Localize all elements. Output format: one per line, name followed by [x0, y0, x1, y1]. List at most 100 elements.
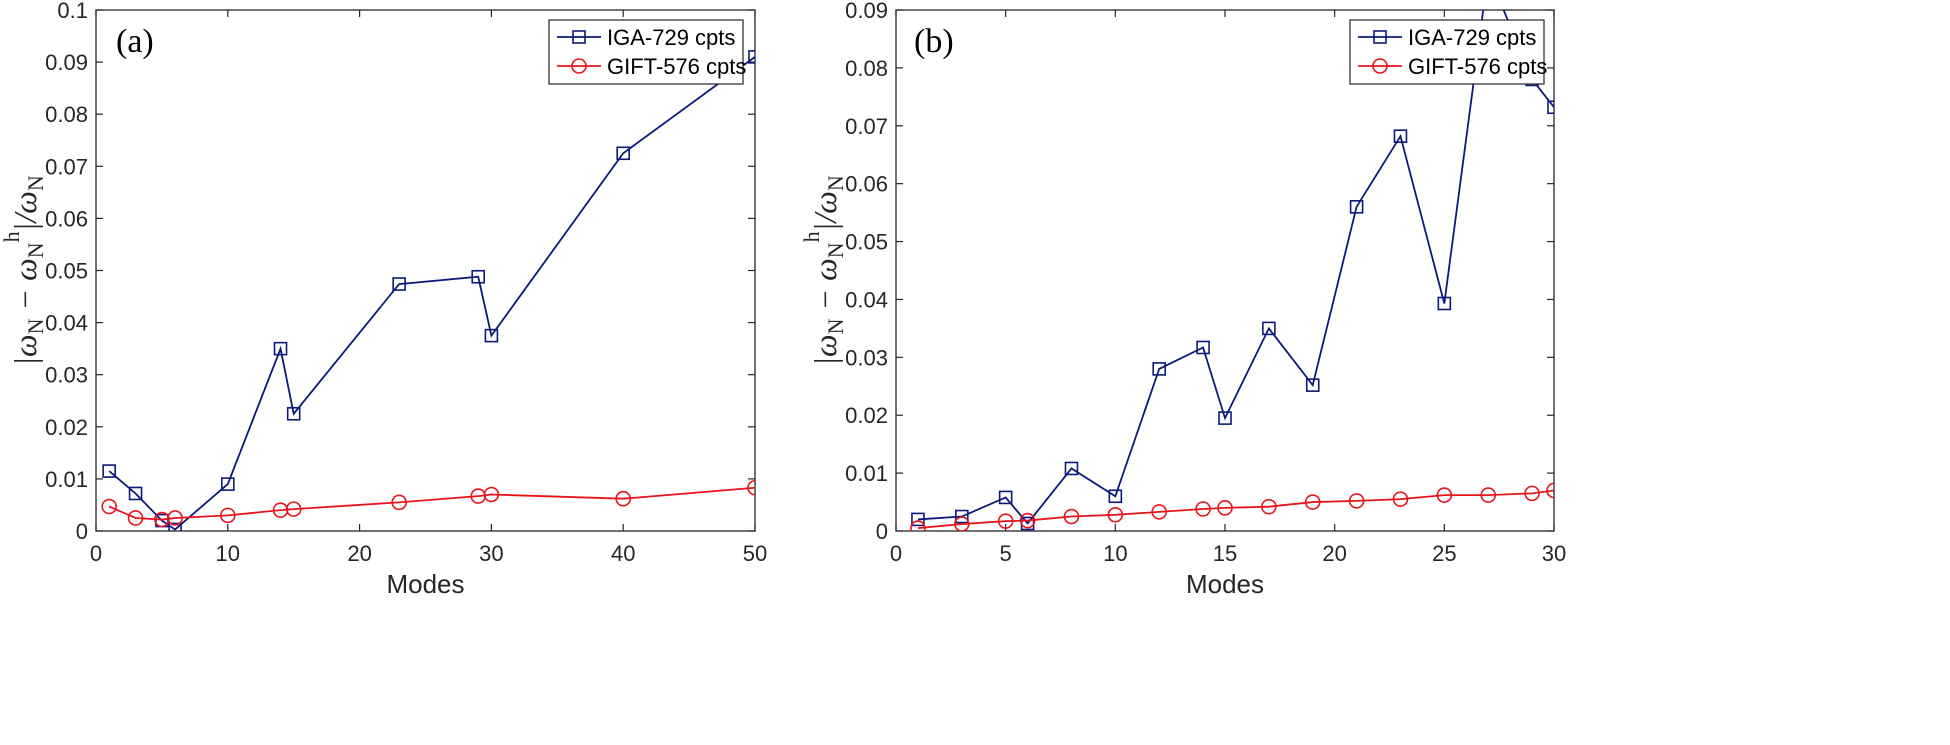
data-point [998, 490, 1013, 505]
data-point [101, 498, 117, 515]
y-tick-label: 0.02 [45, 415, 88, 440]
data-point [1349, 200, 1364, 214]
y-tick-label: 0.07 [845, 114, 888, 139]
x-tick-label: 0 [90, 541, 102, 566]
y-tick-label: 0.04 [45, 311, 88, 336]
x-tick-label: 5 [1000, 541, 1012, 566]
data-point [911, 512, 925, 527]
y-tick-label: 0.1 [57, 0, 88, 23]
panel-a-legend: IGA-729 cpts GIFT-576 cpts [548, 19, 746, 85]
y-axis-title-part: |ω [7, 334, 43, 365]
data-point [285, 501, 302, 517]
data-point [1547, 100, 1554, 115]
data-point [1304, 494, 1321, 510]
data-point [1152, 362, 1166, 376]
y-tick-label: 0.03 [845, 345, 888, 370]
legend-label: GIFT-576 cpts [607, 54, 746, 79]
y-tick-label: 0.04 [845, 287, 888, 312]
data-point [1218, 411, 1232, 425]
panel-a-label: (a) [116, 23, 154, 60]
data-point [747, 479, 755, 496]
y-tick-label: 0.06 [45, 206, 88, 231]
data-point [954, 509, 969, 524]
data-point [1107, 506, 1124, 523]
x-tick-label: 25 [1432, 541, 1456, 566]
data-point [1524, 485, 1540, 502]
data-point [221, 477, 235, 491]
data-point [1546, 482, 1554, 499]
panel-a-x-axis-title: Modes [386, 569, 464, 599]
legend-label: IGA-729 cpts [607, 25, 735, 50]
y-tick-label: 0 [876, 519, 888, 544]
legend-label: GIFT-576 cpts [1408, 54, 1547, 79]
panel-b-label: (b) [914, 23, 954, 60]
y-tick-label: 0.09 [845, 0, 888, 23]
y-tick-label: 0.09 [45, 50, 88, 75]
data-point [910, 520, 926, 531]
legend-marker [571, 58, 587, 74]
data-point [484, 328, 499, 343]
y-tick-label: 0.01 [45, 467, 88, 492]
x-tick-label: 10 [216, 541, 240, 566]
data-point [1108, 489, 1123, 504]
y-tick-label: 0.02 [845, 403, 888, 428]
x-tick-label: 0 [890, 541, 902, 566]
data-point [220, 507, 236, 524]
x-tick-label: 20 [1322, 541, 1346, 566]
y-tick-label: 0.08 [845, 56, 888, 81]
y-axis-title-part: N [823, 175, 848, 191]
legend-label: IGA-729 cpts [1408, 25, 1536, 50]
y-tick-label: 0.08 [45, 102, 88, 127]
x-tick-label: 10 [1103, 541, 1127, 566]
series-line [108, 56, 755, 531]
panel-a-y-axis-title: |ωN − ωNh|/ωN [0, 175, 48, 366]
data-point [168, 522, 182, 531]
data-point [1019, 512, 1036, 529]
legend-marker [1373, 30, 1387, 44]
panel-b-series-gift [910, 482, 1554, 531]
panel-b-chart: 0 5 10 15 20 25 30 0 0.01 0.02 0.03 0.04 0.05 0.06 0.0… [799, 0, 1566, 599]
y-tick-label: 0.05 [45, 259, 88, 284]
data-point [1480, 487, 1496, 503]
data-point [483, 486, 500, 503]
data-point [997, 513, 1014, 529]
y-axis-title-part: − ω [7, 258, 43, 318]
x-tick-label: 20 [347, 541, 371, 566]
x-tick-label: 30 [479, 541, 503, 566]
panel-b-x-axis-title: Modes [1186, 569, 1264, 599]
data-point [1195, 501, 1211, 517]
data-point [167, 510, 183, 526]
data-point [1261, 498, 1277, 515]
data-point [1151, 504, 1167, 520]
data-point [1437, 296, 1452, 311]
panel-a-chart: 0 10 20 30 40 50 0 0.01 0.02 0.03 0.04 0.05 0.06 0.07… [0, 0, 767, 599]
y-axis-title-part: |ω [807, 334, 843, 365]
y-axis-title-part: |/ω [7, 191, 43, 231]
y-axis-title-part: |/ω [807, 191, 843, 231]
x-tick-label: 50 [743, 541, 767, 566]
data-point [1064, 461, 1079, 476]
data-point [1436, 487, 1453, 503]
data-point [1196, 340, 1210, 355]
data-point [127, 510, 144, 526]
y-axis-title-part: N [23, 175, 48, 191]
x-tick-label: 15 [1213, 541, 1237, 566]
panel-b-y-axis-title: |ωN − ωNh|/ωN [799, 175, 848, 366]
data-point [616, 146, 631, 161]
data-point [273, 341, 288, 356]
y-axis-title-part: N [23, 242, 48, 258]
panel-a-axes-box [95, 9, 756, 532]
y-axis-title-part: h [0, 231, 24, 242]
y-tick-label: 0 [76, 519, 88, 544]
data-point [1217, 500, 1233, 516]
panel-a-series-gift [101, 479, 755, 528]
y-axis-title-part: N [823, 318, 848, 334]
y-axis-title-part: h [799, 231, 824, 242]
y-axis-title-part: N [823, 242, 848, 258]
data-point [128, 486, 143, 501]
data-point [1348, 493, 1365, 509]
series-line [917, 10, 1554, 525]
panel-b-axes-box [895, 9, 1555, 532]
data-point [1392, 491, 1409, 507]
